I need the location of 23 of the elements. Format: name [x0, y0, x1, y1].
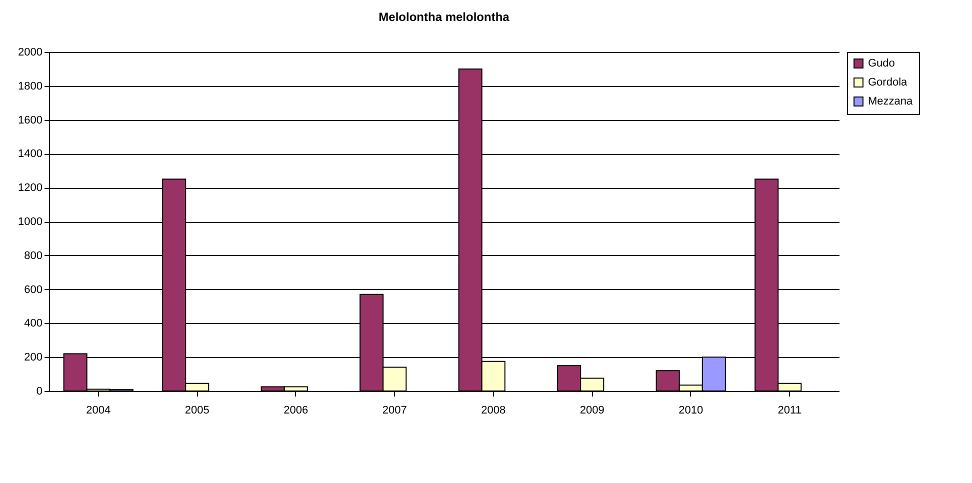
y-tick-label: 400	[24, 318, 42, 330]
y-tick-label: 1400	[18, 148, 42, 160]
y-tick-label: 1200	[18, 182, 42, 194]
x-tick-label: 2007	[382, 404, 407, 416]
y-tick-label: 1600	[18, 114, 42, 126]
chart-title: Melolontha melolontha	[378, 10, 510, 24]
x-tick-label: 2005	[184, 404, 210, 416]
x-tick-label: 2010	[678, 404, 704, 416]
y-tick-label: 800	[24, 250, 42, 262]
y-tick-label: 2000	[18, 46, 42, 58]
y-tick-label: 600	[24, 284, 42, 296]
y-tick-label: 1800	[18, 80, 42, 92]
legend-label: Mezzana	[868, 96, 914, 108]
x-tick-label: 2008	[481, 404, 506, 416]
x-tick-label: 2004	[86, 404, 111, 416]
y-tick-label: 0	[36, 386, 42, 398]
x-tick-label: 2009	[580, 404, 604, 416]
y-tick-label: 1000	[18, 216, 42, 228]
x-tick-label: 2006	[284, 404, 308, 416]
y-tick-label: 200	[24, 352, 42, 364]
legend-label: Gudo	[868, 58, 895, 70]
legend-label: Gordola	[868, 76, 908, 88]
x-tick-label: 2011	[778, 404, 802, 416]
